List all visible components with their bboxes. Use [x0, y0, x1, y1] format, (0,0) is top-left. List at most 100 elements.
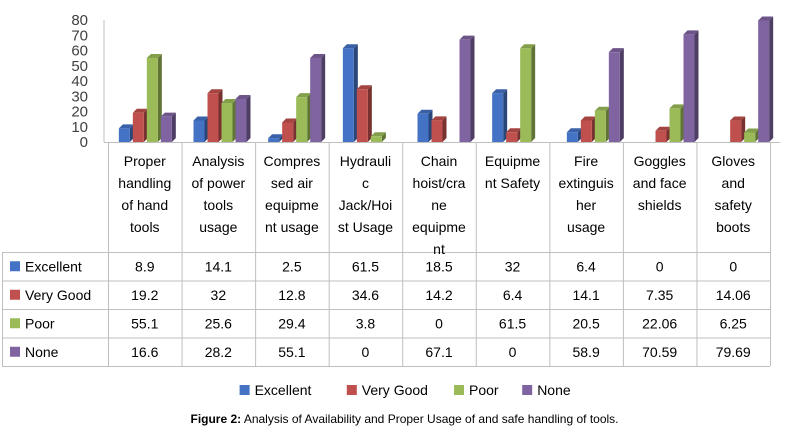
bar: [580, 116, 596, 142]
bar: [417, 109, 433, 142]
legend-label: Very Good: [362, 382, 428, 398]
bar: [730, 116, 746, 142]
data-cell: 25.6: [205, 315, 232, 331]
data-cell: 6.4: [503, 287, 523, 303]
row-legend-key: [10, 318, 20, 329]
category-label: Hydrauli c Jack/Hoi st Usage: [338, 153, 393, 235]
bar: [193, 116, 209, 142]
bar: [520, 44, 536, 142]
bar: [683, 30, 699, 142]
data-cell: 16.6: [131, 344, 158, 360]
data-cell: 8.9: [135, 258, 155, 274]
data-cell: 14.1: [205, 258, 232, 274]
category-label: Gloves and safety boots: [711, 153, 755, 235]
bar: [296, 93, 312, 142]
category-label: Compres sed air equipme nt usage: [263, 153, 320, 235]
bar: [310, 53, 326, 142]
category-label: Chain hoist/cra ne equipme nt: [412, 153, 466, 257]
category-label: Proper handling of hand tools: [118, 153, 171, 235]
bar: [608, 48, 624, 142]
y-tick-label: 50: [71, 58, 88, 75]
bar: [146, 53, 162, 142]
y-tick-label: 40: [71, 73, 88, 90]
data-cell: 32: [211, 287, 227, 303]
y-tick-label: 80: [71, 12, 88, 29]
bar: [669, 104, 685, 142]
data-cell: 22.06: [642, 315, 677, 331]
data-cell: 61.5: [499, 315, 526, 331]
row-legend-key: [10, 289, 20, 300]
data-cell: 29.4: [278, 315, 305, 331]
category-label: Goggles and face shields: [633, 153, 687, 213]
legend-swatch: [346, 385, 357, 395]
legend-swatch: [239, 385, 250, 395]
bar: [282, 118, 298, 142]
bar: [459, 35, 475, 142]
bar: [506, 128, 522, 142]
data-cell: 0: [509, 344, 517, 360]
bar: [342, 44, 358, 142]
row-label: Poor: [25, 315, 55, 331]
category-label: Analysis of power tools usage: [191, 153, 245, 235]
data-cell: 0: [656, 258, 664, 274]
data-cell: 6.25: [720, 315, 747, 331]
data-cell: 55.1: [131, 315, 158, 331]
row-label: Excellent: [25, 258, 82, 274]
data-cell: 79.69: [716, 344, 751, 360]
bar: [758, 16, 774, 143]
data-cell: 34.6: [352, 287, 379, 303]
category-label: Equipme nt Safety: [485, 153, 540, 191]
bar: [356, 85, 372, 142]
data-cell: 20.5: [572, 315, 599, 331]
data-cell: 58.9: [572, 344, 599, 360]
bar: [132, 108, 148, 142]
legend-swatch: [454, 385, 464, 395]
row-legend-key: [10, 346, 20, 357]
y-tick-label: 30: [71, 88, 88, 105]
data-cell: 0: [729, 258, 737, 274]
data-cell: 28.2: [205, 344, 232, 360]
data-cell: 32: [505, 258, 521, 274]
y-tick-label: 20: [71, 104, 88, 121]
bar: [370, 132, 386, 142]
bar: [235, 94, 251, 142]
bar: [268, 134, 284, 142]
row-label: Very Good: [25, 287, 91, 303]
data-cell: 0: [362, 344, 370, 360]
bar: [655, 126, 671, 142]
legend-label: Excellent: [255, 382, 312, 398]
bar: [594, 106, 610, 142]
bar: [207, 89, 223, 142]
figure-caption-text: Analysis of Availability and Proper Usag…: [241, 412, 619, 426]
data-cell: 14.1: [572, 287, 599, 303]
bar: [566, 128, 582, 142]
figure-caption-label: Figure 2:: [190, 412, 242, 426]
y-tick-label: 60: [71, 43, 88, 60]
data-cell: 7.35: [646, 287, 673, 303]
y-tick-label: 10: [71, 119, 88, 136]
legend-label: None: [537, 382, 571, 398]
data-cell: 55.1: [278, 344, 305, 360]
row-legend-key: [10, 261, 20, 272]
y-tick-label: 0: [80, 134, 88, 151]
y-tick-label: 70: [71, 27, 88, 44]
bar: [744, 128, 760, 142]
data-cell: 3.8: [356, 315, 376, 331]
data-cell: 67.1: [425, 344, 452, 360]
bar: [431, 116, 447, 142]
data-cell: 70.59: [642, 344, 677, 360]
bar: [118, 124, 134, 142]
category-label: Fire extinguis her usage: [558, 153, 613, 235]
legend-swatch: [522, 385, 533, 395]
data-cell: 18.5: [425, 258, 452, 274]
data-cell: 61.5: [352, 258, 379, 274]
legend-label: Poor: [469, 382, 499, 398]
row-label: None: [25, 344, 59, 360]
data-cell: 19.2: [131, 287, 158, 303]
bar: [160, 112, 176, 142]
bar: [221, 98, 237, 142]
data-cell: 0: [435, 315, 443, 331]
bar: [492, 89, 508, 142]
data-cell: 2.5: [282, 258, 302, 274]
